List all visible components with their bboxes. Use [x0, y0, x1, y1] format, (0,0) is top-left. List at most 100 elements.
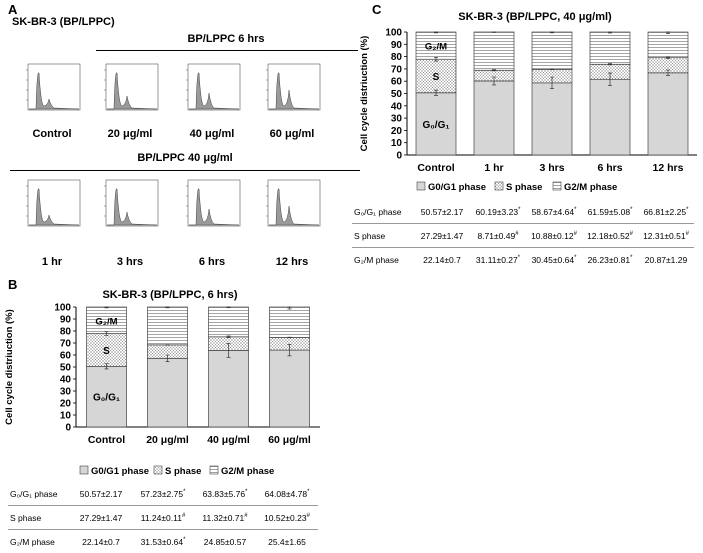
legend-swatch — [210, 466, 218, 474]
histogram-curve — [107, 73, 157, 109]
x-tick-label: 1 hr — [484, 162, 503, 174]
table-cell: 50.57±2.17 — [70, 482, 132, 506]
y-tick-label: 80 — [60, 327, 72, 338]
histogram-frame — [268, 64, 320, 110]
row-label: G₀/G₁ phase — [352, 200, 414, 224]
y-tick-label: 20 — [391, 126, 403, 137]
histogram-control — [22, 62, 82, 117]
row-label: G₂/M phase — [8, 530, 70, 553]
histogram-frame — [268, 180, 320, 226]
histogram-frame — [188, 64, 240, 110]
bar-g0-g1-phase — [148, 358, 188, 427]
histogram-frame — [188, 180, 240, 226]
legend-label: G2/M phase — [564, 182, 617, 193]
segment-label-g2m: G₂/M — [95, 316, 117, 327]
x-tick-label: 3 hrs — [539, 162, 564, 174]
table-cell: 57.23±2.75* — [132, 482, 194, 506]
table-cell: 58.67±4.64* — [526, 200, 582, 224]
y-tick-label: 10 — [391, 138, 403, 149]
bar-g0-g1-phase — [648, 73, 688, 155]
table-cell: 24.85±0.57 — [194, 530, 256, 553]
panel-a-row2-rule — [10, 170, 360, 171]
bar-g2-m-phase — [590, 32, 630, 64]
histogram-1hr — [22, 178, 82, 233]
table-cell: 60.19±3.23* — [470, 200, 526, 224]
table-cell: 10.52±0.23# — [256, 506, 318, 530]
bar-g2-m-phase — [270, 307, 310, 337]
histogram-label: 60 μg/ml — [252, 128, 332, 140]
legend-swatch — [417, 182, 425, 190]
y-tick-label: 30 — [391, 114, 403, 125]
panel-a-row1-header: BP/LPPC 6 hrs — [96, 33, 356, 45]
panel-a-row1-rule — [96, 50, 358, 51]
table-cell: 27.29±1.47 — [70, 506, 132, 530]
y-tick-label: 20 — [60, 399, 72, 410]
x-tick-label: 6 hrs — [597, 162, 622, 174]
histogram-20ugml — [100, 62, 160, 117]
legend-label: G0/G1 phase — [428, 182, 486, 193]
panel-b-chart: SK-BR-3 (BP/LPPC, 6 hrs)Cell cycle distr… — [0, 282, 330, 482]
bar-g0-g1-phase — [270, 350, 310, 427]
y-tick-label: 90 — [391, 40, 403, 51]
bar-g2-m-phase — [148, 307, 188, 345]
x-tick-label: Control — [417, 162, 454, 174]
histogram-label: Control — [12, 128, 92, 140]
legend-label: G0/G1 phase — [91, 466, 149, 477]
table-cell: 20.87±1.29 — [638, 248, 694, 272]
legend-swatch — [553, 182, 561, 190]
histogram-frame — [28, 64, 80, 110]
panel-c-chart: SK-BR-3 (BP/LPPC, 40 μg/ml) Cell cycle di… — [355, 4, 703, 200]
panel-a-row2-header: BP/LPPC 40 μg/ml — [10, 152, 360, 164]
table-cell: 50.57±2.17 — [414, 200, 470, 224]
bar-g2-m-phase — [532, 32, 572, 69]
x-tick-label: 12 hrs — [653, 162, 684, 174]
x-tick-label: 20 μg/ml — [146, 434, 189, 446]
y-tick-label: 70 — [60, 339, 72, 350]
histogram-60ugml — [262, 62, 322, 117]
table-cell: 61.59±5.08* — [582, 200, 638, 224]
histogram-curve — [29, 189, 79, 225]
bar-g2-m-phase — [648, 32, 688, 58]
y-tick-label: 70 — [391, 64, 403, 75]
table-cell: 22.14±0.7 — [414, 248, 470, 272]
y-tick-label: 0 — [396, 151, 402, 162]
segment-label-s: S — [103, 346, 110, 357]
table-cell: 25.4±1.65 — [256, 530, 318, 553]
histogram-curve — [29, 73, 79, 109]
table-cell: 27.29±1.47 — [414, 224, 470, 248]
segment-label-g0g1: G₀/G₁ — [423, 120, 450, 131]
table-cell: 31.53±0.64* — [132, 530, 194, 553]
histogram-label: 12 hrs — [252, 256, 332, 268]
y-tick-label: 10 — [60, 411, 72, 422]
chart-title: SK-BR-3 (BP/LPPC, 6 hrs) — [102, 289, 237, 301]
bar-g2-m-phase — [209, 307, 249, 337]
histogram-12hrs — [262, 178, 322, 233]
histogram-3hrs — [100, 178, 160, 233]
legend-swatch — [495, 182, 503, 190]
chart-title: SK-BR-3 (BP/LPPC, 40 μg/ml) — [458, 11, 612, 23]
bar-g0-g1-phase — [590, 79, 630, 155]
y-axis-label: Cell cycle distriuction (%) — [359, 36, 370, 152]
table-cell: 12.18±0.52# — [582, 224, 638, 248]
bar-g0-g1-phase — [532, 83, 572, 155]
y-tick-label: 50 — [391, 89, 403, 100]
row-label: S phase — [8, 506, 70, 530]
panel-a-title: SK-BR-3 (BP/LPPC) — [12, 16, 115, 28]
table-cell: 10.88±0.12# — [526, 224, 582, 248]
histogram-curve — [269, 189, 319, 225]
histogram-label: 3 hrs — [90, 256, 170, 268]
y-tick-label: 30 — [60, 387, 72, 398]
histogram-label: 40 μg/ml — [172, 128, 252, 140]
histogram-label: 6 hrs — [172, 256, 252, 268]
table-cell: 12.31±0.51# — [638, 224, 694, 248]
bar-g0-g1-phase — [474, 81, 514, 155]
table-cell: 30.45±0.64* — [526, 248, 582, 272]
histogram-label: 1 hr — [12, 256, 92, 268]
y-tick-label: 60 — [391, 77, 403, 88]
